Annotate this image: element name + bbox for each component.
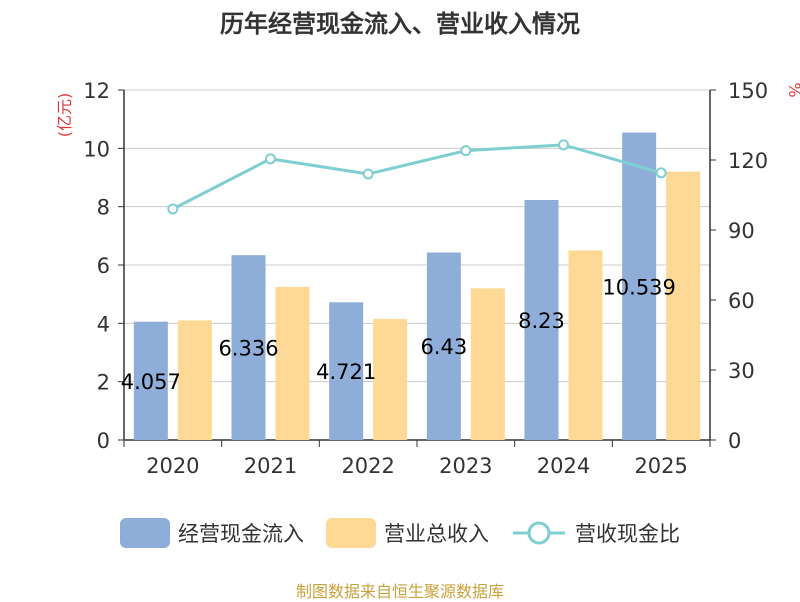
data-label-cash: 4.057 [121, 370, 181, 394]
bar-cash-inflow [329, 302, 364, 440]
bar-cash-inflow [231, 255, 266, 440]
legend-swatch-cash [120, 518, 170, 548]
y-right-tick-label: 0 [728, 429, 741, 453]
y-left-tick-label: 0 [97, 429, 110, 453]
y-left-tick-label: 6 [97, 254, 110, 278]
y-left-tick-label: 4 [97, 312, 110, 336]
data-label-cash: 8.23 [518, 309, 565, 333]
y-left-tick-label: 10 [83, 137, 110, 161]
x-tick-label: 2022 [341, 454, 394, 478]
bar-cash-inflow [524, 199, 559, 440]
y-right-tick-label: 120 [728, 149, 768, 173]
point-ratio [655, 167, 667, 179]
y-left-tick-label: 12 [83, 79, 110, 103]
x-tick-label: 2023 [439, 454, 492, 478]
point-ratio [265, 153, 276, 165]
source-footer: 制图数据来自恒生聚源数据库 [295, 582, 504, 601]
legend-line-marker-icon [513, 521, 565, 545]
y-right-tick-label: 60 [728, 289, 755, 313]
x-tick-label: 2020 [146, 454, 199, 478]
legend-label-ratio: 营收现金比 [575, 522, 680, 546]
y-right-tick-label: 150 [728, 79, 768, 103]
chart-title: 历年经营现金流入、营业收入情况 [220, 10, 580, 38]
data-label-cash: 4.721 [316, 360, 376, 384]
bar-revenue [177, 320, 212, 440]
bar-cash-inflow [622, 132, 657, 441]
y-left-tick-label: 2 [97, 371, 110, 395]
y-right-axis-label: % [785, 82, 800, 97]
legend-item-cash-inflow[interactable]: 经营现金流入 [120, 518, 304, 548]
legend: 经营现金流入 营业总收入 营收现金比 [0, 518, 800, 548]
point-ratio [558, 139, 569, 151]
bar-revenue [568, 250, 603, 440]
legend-swatch-revenue [326, 518, 376, 548]
legend-label-cash: 经营现金流入 [178, 522, 304, 546]
x-tick-label: 2025 [634, 454, 687, 478]
legend-item-revenue[interactable]: 营业总收入 [326, 518, 489, 548]
x-tick-label: 2024 [537, 454, 590, 478]
bar-revenue [373, 318, 408, 440]
bar-revenue [470, 288, 505, 440]
y-right-tick-label: 30 [728, 359, 755, 383]
point-ratio [460, 145, 472, 157]
y-left-axis-label: (亿元) [55, 93, 74, 138]
line-ratio [172, 143, 662, 211]
x-tick-label: 2021 [244, 454, 297, 478]
data-label-cash: 6.43 [420, 335, 467, 359]
bar-revenue [275, 286, 310, 440]
legend-item-ratio[interactable]: 营收现金比 [511, 518, 680, 548]
data-label-cash: 6.336 [218, 337, 278, 361]
legend-label-revenue: 营业总收入 [384, 522, 489, 546]
bar-cash-inflow [426, 252, 461, 440]
point-ratio [362, 168, 374, 180]
y-left-tick-label: 8 [97, 196, 110, 220]
data-label-cash: 10.539 [602, 275, 675, 299]
point-ratio [167, 203, 179, 215]
bar-cash-inflow [133, 321, 168, 440]
y-right-tick-label: 90 [728, 219, 755, 243]
bar-revenue [666, 171, 701, 440]
